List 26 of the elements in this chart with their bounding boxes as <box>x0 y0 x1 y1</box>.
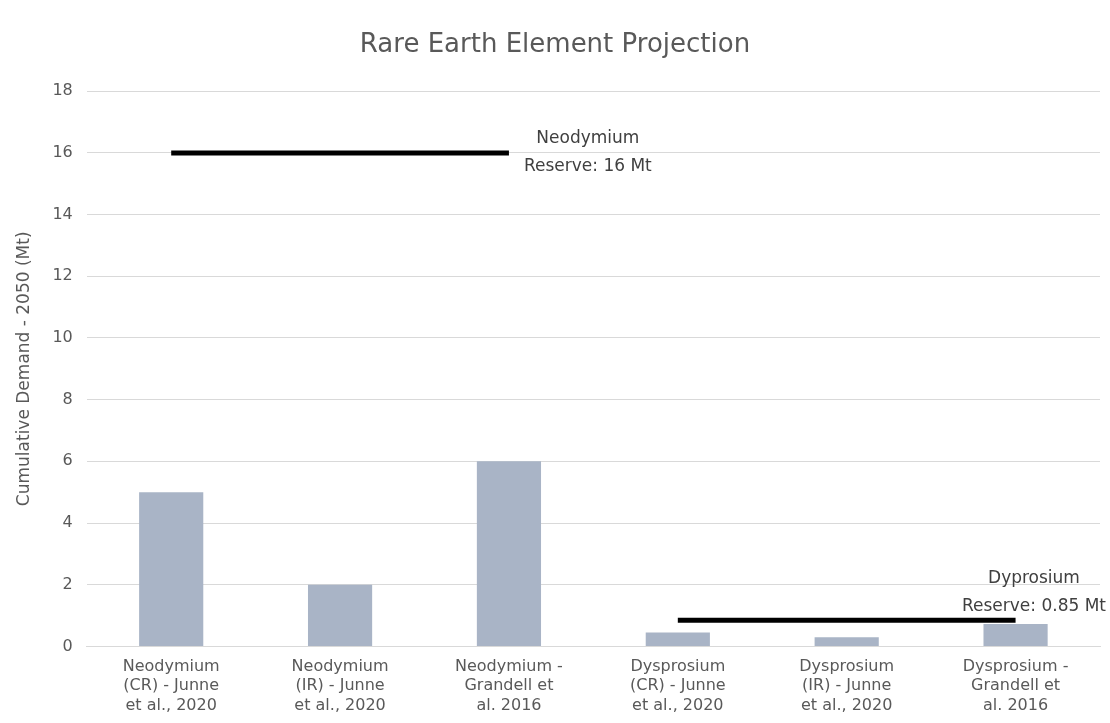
y-tick-label: 14 <box>52 203 73 223</box>
y-tick-label: 10 <box>52 327 73 347</box>
y-axis-title: Cumulative Demand - 2050 (Mt) <box>12 231 33 507</box>
y-tick-label: 6 <box>62 450 73 470</box>
y-tick-label: 0 <box>62 635 73 655</box>
x-tick-label: Dysprosium - Grandell et al. 2016 <box>962 656 1069 714</box>
y-tick-label: 8 <box>62 388 73 408</box>
x-tick-label: Dysprosium (CR) - Junne et al., 2020 <box>629 656 726 714</box>
bar <box>814 637 879 646</box>
annotation: Neodymium Reserve: 16 Mt <box>523 127 653 176</box>
bar <box>983 623 1048 646</box>
y-tick-label: 12 <box>52 265 73 285</box>
y-tick-label: 2 <box>62 573 73 593</box>
bar <box>139 492 204 646</box>
annotation: Dyprosium Reserve: 0.85 Mt <box>961 566 1107 615</box>
x-tick-label: Neodymium (CR) - Junne et al., 2020 <box>122 656 220 714</box>
bar <box>307 584 373 646</box>
x-tick-label: Dysprosium (IR) - Junne et al., 2020 <box>799 656 895 714</box>
chart-title: Rare Earth Element Projection <box>359 28 751 59</box>
bar <box>645 632 710 646</box>
x-tick-label: Neodymium - Grandell et al. 2016 <box>455 656 563 714</box>
x-tick-label: Neodymium (IR) - Junne et al., 2020 <box>291 656 389 714</box>
y-tick-label: 4 <box>62 512 73 532</box>
y-tick-label: 16 <box>52 142 73 162</box>
bar <box>476 461 542 646</box>
y-tick-label: 18 <box>52 80 73 100</box>
